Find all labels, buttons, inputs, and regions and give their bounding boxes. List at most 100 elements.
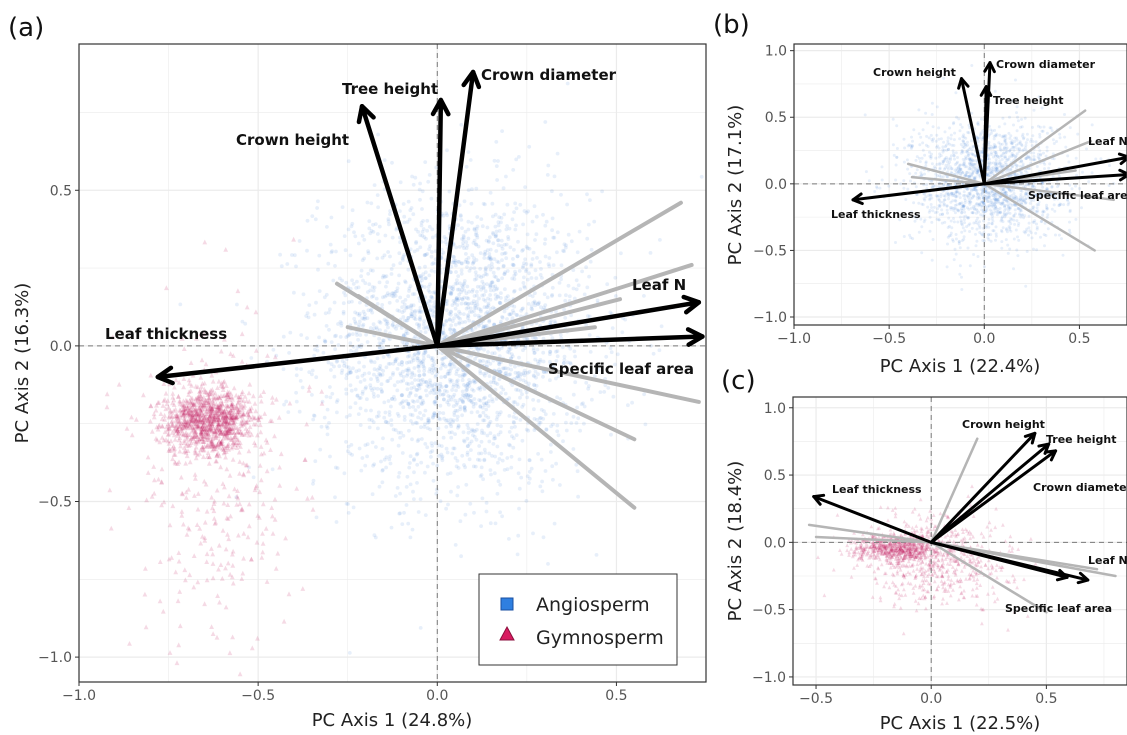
data-point xyxy=(461,235,466,240)
data-point xyxy=(522,285,527,290)
data-point xyxy=(441,392,446,397)
data-point xyxy=(540,489,545,494)
data-point xyxy=(190,399,195,405)
data-point xyxy=(502,242,507,247)
data-point xyxy=(204,577,210,583)
data-point xyxy=(470,261,475,266)
data-point xyxy=(530,219,535,224)
data-point xyxy=(231,420,237,426)
data-point xyxy=(476,386,481,391)
data-point xyxy=(499,319,503,324)
data-point xyxy=(231,420,236,425)
data-point xyxy=(217,445,223,450)
data-point xyxy=(322,338,327,343)
data-point xyxy=(540,276,544,280)
data-point xyxy=(462,463,466,467)
data-point xyxy=(1012,267,1015,271)
data-point xyxy=(305,495,310,501)
data-point xyxy=(156,423,162,429)
data-point xyxy=(236,397,242,403)
data-point xyxy=(465,265,469,269)
data-point xyxy=(507,414,512,418)
data-point xyxy=(429,294,434,299)
data-point xyxy=(544,219,549,224)
data-point xyxy=(209,406,215,412)
data-point xyxy=(1038,135,1042,139)
data-point xyxy=(565,202,569,207)
data-point xyxy=(447,317,452,321)
data-point xyxy=(185,434,190,440)
data-point xyxy=(543,254,548,259)
data-point xyxy=(657,348,662,353)
data-point xyxy=(368,383,373,388)
data-point xyxy=(968,264,972,268)
data-point xyxy=(459,301,464,306)
data-point xyxy=(245,428,250,434)
data-point xyxy=(499,424,503,429)
data-point xyxy=(396,430,401,435)
data-point xyxy=(167,650,173,655)
data-point xyxy=(474,346,479,350)
data-point xyxy=(406,199,411,204)
data-point xyxy=(253,421,259,427)
data-point xyxy=(481,282,486,287)
data-point xyxy=(478,387,483,392)
data-point xyxy=(1063,135,1067,139)
data-point xyxy=(272,516,278,522)
data-point xyxy=(166,422,172,428)
data-point xyxy=(238,444,243,449)
data-point xyxy=(469,429,474,433)
data-point xyxy=(205,418,211,423)
data-point xyxy=(496,220,501,225)
data-point xyxy=(443,333,448,338)
data-point xyxy=(209,443,215,449)
data-point xyxy=(209,408,214,413)
data-point xyxy=(375,368,380,372)
data-point xyxy=(430,250,434,254)
data-point xyxy=(235,425,240,431)
data-point xyxy=(935,105,939,109)
data-point xyxy=(226,410,232,416)
data-point xyxy=(963,210,967,214)
data-point xyxy=(452,328,457,333)
data-point xyxy=(204,427,210,433)
data-point xyxy=(453,398,458,403)
data-point xyxy=(228,415,234,421)
data-point xyxy=(223,426,229,432)
data-point xyxy=(445,389,449,394)
data-point xyxy=(207,418,213,424)
data-point xyxy=(234,409,240,415)
data-point xyxy=(217,402,223,407)
data-point xyxy=(482,431,486,436)
data-point xyxy=(403,298,408,302)
data-point xyxy=(222,415,227,421)
data-point xyxy=(229,414,235,419)
data-point xyxy=(444,384,449,389)
data-point xyxy=(229,401,235,406)
data-point xyxy=(223,423,229,429)
data-point xyxy=(218,562,224,567)
data-point xyxy=(462,393,467,398)
data-point xyxy=(207,389,213,395)
data-point xyxy=(930,206,934,209)
data-point xyxy=(380,303,385,307)
data-point xyxy=(1035,165,1039,168)
data-point xyxy=(427,420,431,424)
data-point xyxy=(166,414,172,420)
data-point xyxy=(169,430,175,435)
data-point xyxy=(927,136,931,140)
data-point xyxy=(492,375,497,379)
data-point xyxy=(165,432,171,437)
data-point xyxy=(104,404,110,410)
data-point xyxy=(527,381,531,386)
data-point xyxy=(192,449,198,455)
data-point xyxy=(398,401,403,406)
data-point xyxy=(398,261,403,266)
data-point xyxy=(199,419,205,425)
data-point xyxy=(357,446,362,451)
data-point xyxy=(172,459,178,465)
data-point xyxy=(1006,157,1010,161)
data-point xyxy=(407,289,411,293)
data-point xyxy=(623,317,628,322)
data-point xyxy=(462,439,467,444)
